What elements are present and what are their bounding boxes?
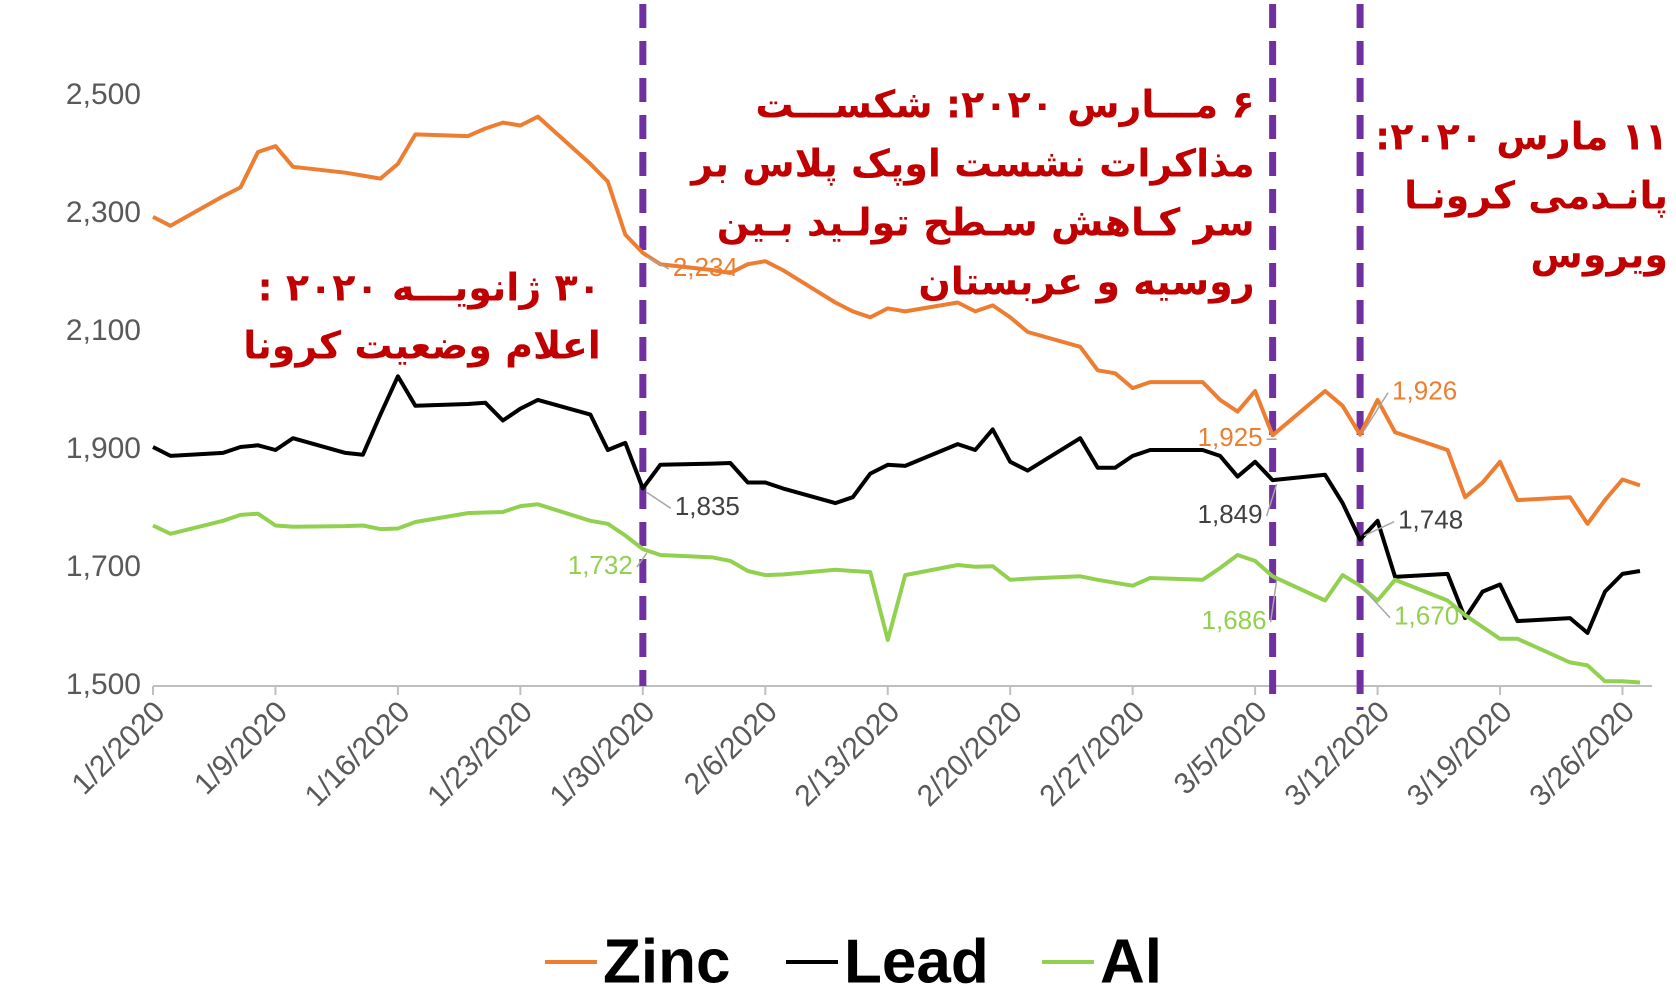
label-leader bbox=[1363, 521, 1395, 537]
x-tick-label: 3/12/2020 bbox=[1278, 695, 1396, 813]
x-tick-label: 2/27/2020 bbox=[1034, 695, 1152, 813]
x-tick-label: 1/30/2020 bbox=[544, 695, 662, 813]
x-tick-label: 2/6/2020 bbox=[678, 695, 784, 801]
annotation-text: ۱۱ مارس ۲۰۲۰: bbox=[1375, 115, 1668, 159]
annotation-text: پانـدمی کرونـا bbox=[1404, 174, 1668, 219]
x-tick-label: 2/20/2020 bbox=[911, 695, 1029, 813]
series-line bbox=[152, 502, 1641, 685]
series-line bbox=[152, 374, 1641, 635]
series-line bbox=[152, 114, 1641, 526]
label-leader bbox=[646, 256, 670, 270]
x-tick-label: 1/2/2020 bbox=[66, 695, 172, 801]
legend-label: Al bbox=[1100, 927, 1162, 996]
x-tick-label: 1/16/2020 bbox=[299, 695, 417, 813]
x-tick-label: 2/13/2020 bbox=[789, 695, 907, 813]
legend-label: Lead bbox=[844, 927, 989, 996]
value-label: 1,835 bbox=[675, 491, 740, 521]
annotation-text: ویروس bbox=[1530, 233, 1668, 278]
x-tick-label: 3/26/2020 bbox=[1523, 695, 1641, 813]
value-label: 1,849 bbox=[1198, 499, 1263, 529]
label-leader bbox=[1363, 589, 1391, 619]
value-label: 1,732 bbox=[568, 550, 633, 580]
label-leader bbox=[636, 552, 648, 568]
annotation-text: ۶ مـــارس ۲۰۲۰: شکســـت bbox=[755, 83, 1254, 127]
annotation-text: اعلام وضعیت کرونا bbox=[243, 324, 601, 369]
label-leader bbox=[1363, 392, 1389, 432]
y-tick-label: 2,100 bbox=[66, 314, 141, 347]
annotation-text: سر کـاهش سـطح تولـید بـین bbox=[717, 201, 1255, 245]
value-label: 1,926 bbox=[1392, 376, 1457, 406]
label-leader bbox=[1269, 580, 1278, 623]
y-tick-label: 1,900 bbox=[66, 432, 141, 465]
label-leader bbox=[646, 491, 672, 509]
label-leader bbox=[1265, 483, 1278, 517]
y-tick-label: 1,700 bbox=[66, 550, 141, 583]
y-tick-label: 2,500 bbox=[66, 78, 141, 111]
y-tick-label: 1,500 bbox=[66, 668, 141, 701]
value-label: 1,686 bbox=[1202, 605, 1267, 635]
annotation-text: ۳۰ ژانویـــه ۲۰۲۰ : bbox=[257, 266, 600, 310]
value-label: 1,670 bbox=[1394, 601, 1459, 631]
legend-label: Zinc bbox=[603, 927, 730, 996]
value-label: 1,925 bbox=[1198, 422, 1263, 452]
y-tick-label: 2,300 bbox=[66, 196, 141, 229]
x-tick-label: 1/9/2020 bbox=[188, 695, 294, 801]
x-tick-label: 1/23/2020 bbox=[421, 695, 539, 813]
value-label: 1,748 bbox=[1398, 505, 1463, 535]
annotation-text: مذاکرات نشست اوپک پلاس بر bbox=[689, 142, 1255, 187]
annotation-text: روسیه و عربستان bbox=[918, 260, 1254, 305]
value-label: 2,234 bbox=[673, 252, 738, 282]
x-tick-label: 3/5/2020 bbox=[1168, 695, 1274, 801]
x-tick-label: 3/19/2020 bbox=[1401, 695, 1519, 813]
